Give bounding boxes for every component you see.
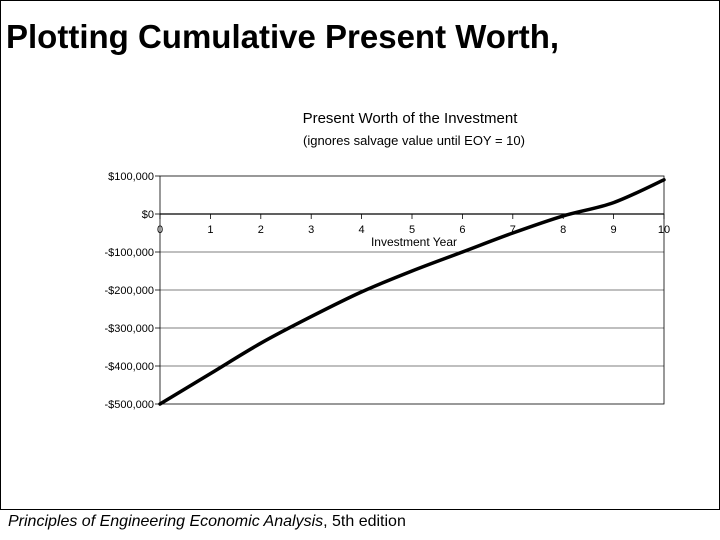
x-tick-label: 4	[359, 224, 365, 236]
chart-title: Present Worth of the Investment	[303, 110, 519, 127]
y-tick-label: $100,000	[108, 171, 154, 183]
y-tick-label: -$400,000	[104, 361, 154, 373]
x-tick-label: 5	[409, 224, 415, 236]
y-tick-label: -$300,000	[104, 323, 154, 335]
x-tick-label: 10	[658, 224, 670, 236]
series-line	[158, 178, 666, 406]
footer-citation: Principles of Engineering Economic Analy…	[8, 513, 406, 531]
y-tick-label: -$500,000	[104, 399, 154, 411]
x-tick-label: 7	[510, 224, 516, 236]
x-axis-title: Investment Year	[371, 235, 457, 249]
slide-title: Plotting Cumulative Present Worth,	[6, 18, 560, 55]
x-tick-label: 9	[611, 224, 617, 236]
y-tick-label: -$200,000	[104, 285, 154, 297]
x-tick-label: 6	[459, 224, 465, 236]
y-tick-label: $0	[142, 209, 154, 221]
chart-subtitle: (ignores salvage value until EOY = 10)	[303, 133, 525, 148]
x-tick-label: 0	[157, 224, 163, 236]
footer-book-title: Principles of Engineering Economic Analy…	[8, 513, 324, 530]
y-tick-label: -$100,000	[104, 247, 154, 259]
x-tick-label: 2	[258, 224, 264, 236]
x-tick-label: 1	[207, 224, 213, 236]
x-tick-label: 3	[308, 224, 314, 236]
x-tick-label: 8	[560, 224, 566, 236]
footer-edition: , 5th edition	[323, 513, 406, 530]
